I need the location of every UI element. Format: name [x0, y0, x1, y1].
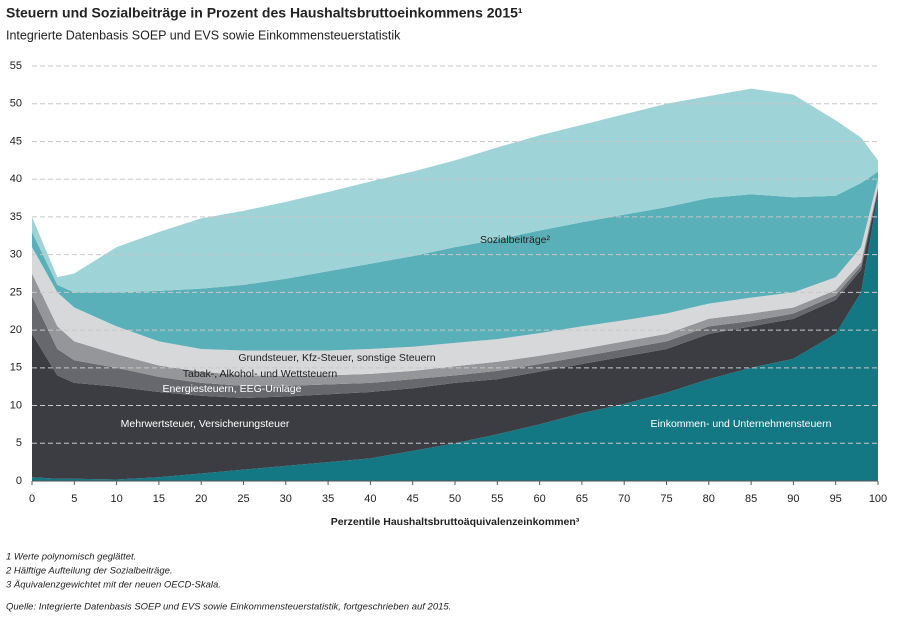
y-tick-label: 10	[10, 399, 22, 411]
x-tick-label: 90	[787, 493, 799, 505]
y-tick-label: 20	[10, 324, 22, 336]
series-label: Energiesteuern, EEG-Umlage	[163, 383, 302, 395]
area	[32, 190, 878, 480]
area	[32, 88, 878, 293]
x-tick-label: 10	[110, 493, 122, 505]
x-tick-label: 100	[869, 493, 887, 505]
y-tick-label: 45	[10, 135, 22, 147]
areas	[32, 88, 878, 482]
y-tick-label: 15	[10, 362, 22, 374]
x-tick-label: 95	[830, 493, 842, 505]
y-tick-label: 25	[10, 286, 22, 298]
series-label: Einkommen- und Unternehmensteuern	[651, 418, 832, 430]
x-tick-label: 50	[449, 493, 461, 505]
area	[32, 188, 878, 398]
series-label: Tabak-, Alkohol- und Wettsteuern	[183, 368, 338, 380]
chart-subtitle: Integrierte Datenbasis SOEP und EVS sowi…	[6, 28, 401, 42]
chart-title: Steuern und Sozialbeiträge in Prozent de…	[6, 5, 523, 21]
series-label: Mehrwertsteuer, Versicherungsteuer	[121, 418, 290, 430]
x-tick-label: 45	[407, 493, 419, 505]
x-tick-label: 60	[533, 493, 545, 505]
y-tick-label: 35	[10, 211, 22, 223]
x-tick-label: 65	[576, 493, 588, 505]
x-tick-label: 0	[29, 493, 35, 505]
x-tick-label: 15	[153, 493, 165, 505]
y-tick-label: 50	[10, 98, 22, 110]
source-note: Quelle: Integrierte Datenbasis SOEP und …	[6, 602, 451, 613]
area	[32, 171, 878, 351]
y-tick-label: 0	[16, 475, 22, 487]
x-tick-label: 30	[280, 493, 292, 505]
y-tick-label: 40	[10, 173, 22, 185]
y-tick-label: 30	[10, 249, 22, 261]
series-label: Grundsteuer, Kfz-Steuer, sonstige Steuer…	[238, 352, 435, 364]
footnote: 3 Äquivalenzgewichtet mit der neuen OECD…	[6, 580, 221, 591]
x-tick-label: 85	[745, 493, 757, 505]
y-tick-label: 5	[16, 437, 22, 449]
x-tick-label: 20	[195, 493, 207, 505]
series-label: Sozialbeiträge²	[480, 234, 551, 246]
x-tick-label: 25	[237, 493, 249, 505]
x-tick-label: 70	[618, 493, 630, 505]
x-tick-label: 40	[364, 493, 376, 505]
area	[32, 186, 878, 386]
footnote: 2 Hälftige Aufteilung der Sozialbeiträge…	[5, 566, 173, 577]
area	[32, 179, 878, 377]
footnote: 1 Werte polynomisch geglättet.	[6, 552, 136, 563]
x-tick-label: 5	[71, 493, 77, 505]
x-axis-label: Perzentile Haushaltsbruttoäquivalenzeink…	[331, 516, 580, 528]
x-tick-label: 80	[703, 493, 715, 505]
x-tick-label: 35	[322, 493, 334, 505]
area	[32, 194, 878, 482]
x-tick-label: 55	[491, 493, 503, 505]
x-tick-label: 75	[660, 493, 672, 505]
y-tick-label: 55	[10, 60, 22, 72]
